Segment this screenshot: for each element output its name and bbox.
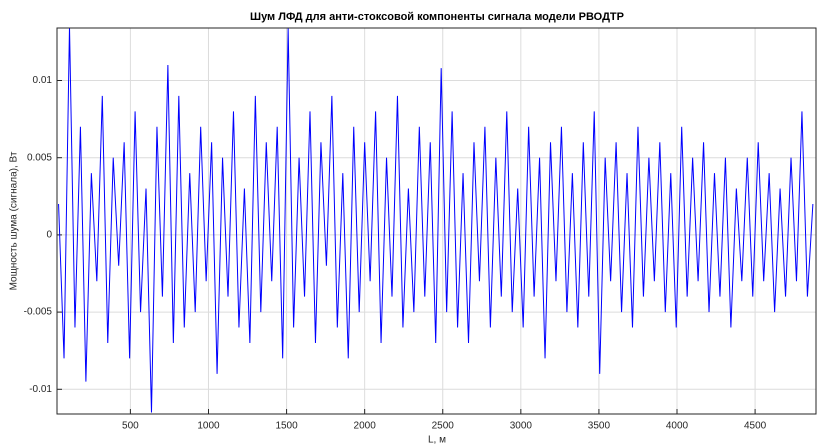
y-tick-label: 0.005 — [27, 152, 52, 163]
x-tick-label: 500 — [122, 421, 139, 432]
plot-border — [56, 27, 817, 415]
x-axis-label: L, м — [428, 435, 446, 445]
chart-title: Шум ЛФД для анти-стоксовой компоненты си… — [250, 11, 624, 23]
y-axis-label: Мощность шума (сигнала), Вт — [9, 151, 20, 290]
y-tick-label: -0.01 — [29, 384, 52, 395]
x-tick-label: 3500 — [588, 421, 611, 432]
data-line — [58, 28, 814, 413]
x-tick-label: 1500 — [275, 421, 298, 432]
y-tick-label: 0.01 — [33, 75, 53, 86]
x-tick-label: 2500 — [432, 421, 455, 432]
y-tick-label: -0.005 — [24, 307, 53, 318]
plot-area — [57, 28, 816, 414]
x-tick-label: 2000 — [354, 421, 377, 432]
x-tick-label: 4500 — [744, 421, 767, 432]
x-tick-label: 4000 — [666, 421, 689, 432]
x-tick-label: 1000 — [197, 421, 220, 432]
x-tick-label: 3000 — [510, 421, 533, 432]
y-tick-label: 0 — [46, 230, 52, 241]
